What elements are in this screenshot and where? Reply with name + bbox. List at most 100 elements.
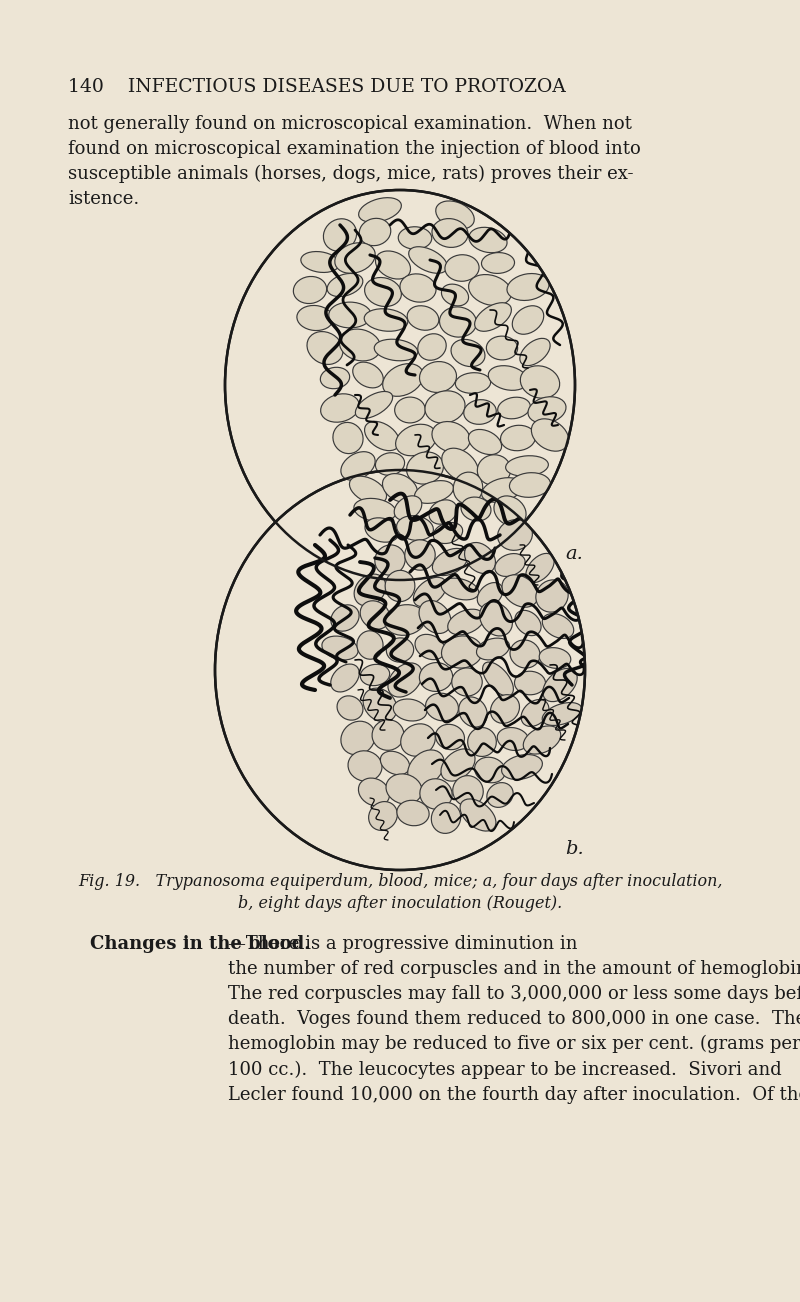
Ellipse shape (358, 779, 390, 806)
Ellipse shape (398, 227, 432, 249)
Ellipse shape (364, 309, 408, 331)
Ellipse shape (400, 273, 436, 302)
Ellipse shape (397, 516, 434, 540)
Ellipse shape (436, 201, 474, 229)
Ellipse shape (323, 219, 357, 251)
Ellipse shape (369, 802, 398, 831)
Ellipse shape (386, 638, 414, 663)
Ellipse shape (474, 303, 511, 331)
Ellipse shape (442, 284, 469, 306)
Ellipse shape (542, 703, 582, 725)
Ellipse shape (451, 340, 485, 367)
Ellipse shape (374, 340, 418, 361)
Ellipse shape (350, 477, 386, 504)
Ellipse shape (297, 306, 333, 331)
Ellipse shape (461, 497, 491, 521)
Ellipse shape (432, 422, 470, 453)
Ellipse shape (375, 453, 405, 475)
Ellipse shape (394, 397, 426, 423)
Ellipse shape (355, 392, 393, 418)
Ellipse shape (382, 474, 418, 503)
Ellipse shape (512, 306, 544, 335)
Ellipse shape (498, 519, 533, 551)
Ellipse shape (372, 720, 404, 750)
Ellipse shape (494, 496, 526, 526)
Ellipse shape (542, 668, 578, 702)
Ellipse shape (442, 448, 478, 482)
Ellipse shape (510, 641, 540, 668)
Ellipse shape (401, 724, 435, 756)
Ellipse shape (337, 695, 363, 720)
Ellipse shape (426, 693, 458, 721)
Ellipse shape (394, 699, 426, 721)
Ellipse shape (353, 362, 383, 388)
Ellipse shape (495, 553, 525, 577)
Ellipse shape (469, 228, 507, 253)
Ellipse shape (429, 500, 457, 525)
Ellipse shape (490, 695, 519, 724)
Ellipse shape (396, 424, 436, 456)
Ellipse shape (335, 242, 375, 273)
Ellipse shape (501, 426, 535, 450)
Ellipse shape (419, 600, 451, 634)
Ellipse shape (510, 473, 550, 497)
Ellipse shape (487, 783, 513, 807)
Ellipse shape (520, 339, 550, 366)
Ellipse shape (442, 578, 478, 600)
Ellipse shape (382, 363, 423, 396)
Ellipse shape (458, 697, 487, 727)
Ellipse shape (539, 647, 570, 668)
Ellipse shape (448, 609, 484, 635)
Text: Changes in the blood.: Changes in the blood. (90, 935, 310, 953)
Ellipse shape (482, 661, 514, 697)
Ellipse shape (498, 397, 530, 419)
Ellipse shape (375, 546, 405, 575)
Ellipse shape (341, 452, 375, 480)
Ellipse shape (301, 251, 339, 272)
Ellipse shape (365, 422, 399, 450)
Ellipse shape (454, 473, 482, 504)
Ellipse shape (482, 253, 514, 273)
Ellipse shape (397, 801, 429, 825)
Text: 140    INFECTIOUS DISEASES DUE TO PROTOZOA: 140 INFECTIOUS DISEASES DUE TO PROTOZOA (68, 78, 566, 96)
Ellipse shape (453, 776, 483, 806)
Ellipse shape (469, 275, 511, 306)
Ellipse shape (431, 802, 461, 833)
Ellipse shape (359, 219, 390, 246)
Ellipse shape (478, 454, 510, 486)
Ellipse shape (414, 577, 446, 607)
Ellipse shape (409, 246, 447, 273)
Ellipse shape (414, 480, 454, 504)
Ellipse shape (445, 255, 479, 281)
Ellipse shape (531, 419, 569, 452)
Ellipse shape (333, 422, 363, 453)
Ellipse shape (515, 611, 541, 635)
Ellipse shape (536, 579, 568, 612)
Ellipse shape (294, 276, 326, 303)
Ellipse shape (388, 663, 422, 697)
Ellipse shape (327, 273, 363, 297)
Ellipse shape (502, 755, 542, 780)
Text: a.: a. (565, 546, 583, 562)
Ellipse shape (331, 605, 359, 631)
Ellipse shape (329, 302, 371, 328)
Ellipse shape (520, 366, 560, 398)
Ellipse shape (542, 613, 574, 638)
Ellipse shape (468, 728, 496, 756)
Ellipse shape (528, 397, 566, 423)
Ellipse shape (215, 470, 585, 870)
Ellipse shape (363, 689, 397, 721)
Ellipse shape (357, 630, 383, 659)
Ellipse shape (386, 773, 422, 805)
Ellipse shape (321, 393, 359, 422)
Text: b, eight days after inoculation (Rouget).: b, eight days after inoculation (Rouget)… (238, 894, 562, 911)
Ellipse shape (486, 336, 518, 359)
Ellipse shape (341, 721, 375, 755)
Ellipse shape (380, 751, 410, 775)
Ellipse shape (418, 333, 446, 361)
Ellipse shape (482, 478, 522, 503)
Ellipse shape (360, 664, 390, 686)
Ellipse shape (474, 758, 506, 783)
Ellipse shape (408, 750, 444, 786)
Ellipse shape (526, 553, 554, 582)
